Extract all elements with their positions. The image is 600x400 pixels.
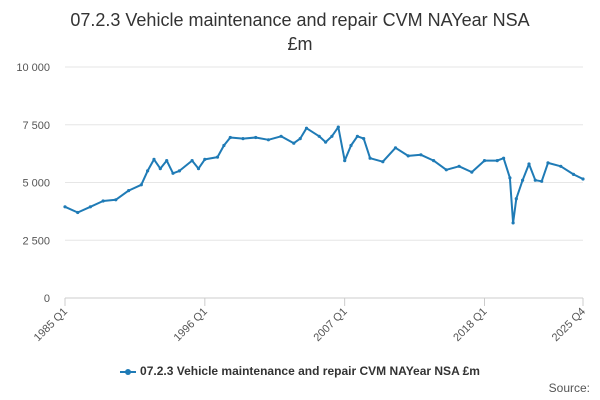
data-point: [419, 153, 423, 157]
legend-marker: [120, 367, 137, 377]
data-point: [254, 135, 258, 140]
data-point: [203, 157, 207, 161]
data-point: [546, 161, 550, 165]
data-point: [196, 167, 201, 171]
data-point: [228, 135, 232, 140]
legend-marker-dot: [125, 368, 132, 375]
data-point: [581, 177, 585, 181]
data-point: [540, 179, 544, 183]
data-point: [63, 205, 67, 209]
data-point: [406, 154, 410, 158]
data-point: [470, 170, 474, 174]
data-point: [514, 197, 518, 201]
x-tick-label: 1996 Q1: [172, 306, 210, 344]
grid-lines: [65, 66, 583, 241]
data-point: [349, 143, 353, 148]
data-point: [432, 159, 436, 163]
data-point: [158, 167, 162, 171]
data-point: [495, 159, 499, 163]
source-credit[interactable]: Source:: [548, 381, 590, 395]
x-tick-label: 2025 Q4: [550, 306, 588, 344]
data-point: [76, 210, 80, 215]
data-point: [190, 159, 194, 163]
data-point: [215, 155, 220, 159]
legend-label: 07.2.3 Vehicle maintenance and repair CV…: [140, 364, 480, 378]
data-point: [101, 199, 105, 203]
data-point: [139, 183, 143, 187]
data-point: [241, 137, 245, 141]
data-point: [298, 137, 302, 141]
data-point: [266, 138, 270, 142]
data-point: [559, 164, 563, 168]
data-point: [317, 134, 321, 138]
data-point: [393, 146, 398, 150]
data-point: [508, 176, 512, 180]
chart-title: 07.2.3 Vehicle maintenance and repair CV…: [0, 8, 600, 56]
data-point: [336, 125, 340, 129]
y-tick-label: 2 500: [22, 235, 50, 247]
data-point: [330, 134, 334, 138]
y-axis-labels: 0 2 500 5 000 7 500 10 000: [16, 62, 50, 305]
series-line: [64, 126, 584, 224]
data-point: [165, 159, 169, 163]
chart-title-line2: £m: [287, 34, 313, 54]
data-point: [177, 169, 181, 173]
data-point: [511, 221, 515, 225]
data-point: [114, 198, 118, 202]
y-tick-label: 7 500: [22, 120, 50, 132]
data-point: [521, 178, 525, 182]
x-tick-label: 2007 Q1: [311, 306, 349, 344]
data-point: [304, 126, 309, 130]
data-point: [482, 159, 487, 163]
data-point: [343, 159, 347, 163]
data-point: [362, 137, 366, 141]
data-point: [171, 171, 175, 175]
data-point: [502, 156, 506, 160]
chart-title-line1: 07.2.3 Vehicle maintenance and repair CV…: [70, 10, 530, 30]
data-point: [152, 157, 156, 161]
x-tick-label: 1985 Q1: [32, 306, 70, 344]
data-point: [368, 156, 372, 160]
x-tick-label: 2018 Q1: [451, 306, 489, 344]
data-point: [222, 143, 226, 148]
series-group: [63, 125, 585, 225]
x-axis: 1985 Q1 1996 Q1 2007 Q1 2018 Q1 2025 Q4: [32, 297, 588, 344]
data-point: [279, 134, 283, 138]
data-point: [381, 160, 385, 164]
data-point: [127, 189, 131, 193]
data-point: [527, 162, 531, 166]
data-point: [533, 178, 537, 182]
data-point: [324, 140, 328, 144]
data-point: [571, 172, 576, 176]
y-tick-label: 5 000: [22, 178, 50, 190]
y-tick-label: 10 000: [16, 62, 50, 74]
data-point: [146, 169, 150, 173]
data-point: [444, 168, 448, 172]
data-point: [355, 134, 359, 138]
legend[interactable]: 07.2.3 Vehicle maintenance and repair CV…: [0, 364, 600, 378]
data-point: [457, 164, 461, 168]
data-point: [88, 205, 92, 209]
y-tick-label: 0: [44, 293, 50, 305]
data-point: [292, 141, 296, 145]
